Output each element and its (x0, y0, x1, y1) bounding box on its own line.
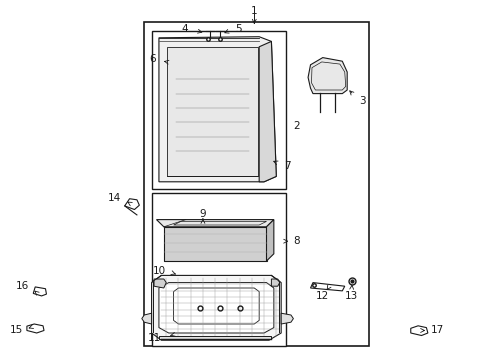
Text: 15: 15 (10, 325, 23, 335)
Text: 2: 2 (293, 121, 300, 131)
Polygon shape (151, 193, 285, 346)
Text: 8: 8 (293, 236, 300, 246)
Text: 9: 9 (199, 209, 206, 219)
Text: 3: 3 (359, 96, 366, 106)
Polygon shape (159, 283, 273, 333)
Text: 5: 5 (234, 24, 241, 34)
Text: 14: 14 (108, 193, 121, 203)
Polygon shape (266, 220, 273, 261)
Polygon shape (151, 31, 285, 189)
Polygon shape (271, 279, 279, 286)
Text: 12: 12 (315, 291, 329, 301)
Polygon shape (159, 336, 271, 339)
Polygon shape (167, 47, 258, 176)
Polygon shape (163, 227, 266, 261)
Polygon shape (156, 220, 273, 227)
Text: 10: 10 (153, 266, 166, 276)
Text: 1: 1 (250, 6, 257, 16)
Polygon shape (159, 37, 276, 182)
Text: 17: 17 (429, 325, 443, 336)
Text: 7: 7 (283, 161, 290, 171)
Text: 4: 4 (181, 24, 188, 34)
Text: 16: 16 (16, 281, 29, 291)
Polygon shape (151, 275, 281, 340)
Text: 6: 6 (148, 54, 155, 64)
Text: 11: 11 (148, 333, 161, 343)
Polygon shape (281, 313, 293, 324)
Polygon shape (259, 41, 276, 182)
Polygon shape (154, 279, 166, 288)
Polygon shape (142, 313, 151, 324)
Text: 13: 13 (344, 291, 357, 301)
Polygon shape (144, 22, 368, 346)
Polygon shape (307, 58, 346, 94)
Polygon shape (173, 288, 259, 324)
